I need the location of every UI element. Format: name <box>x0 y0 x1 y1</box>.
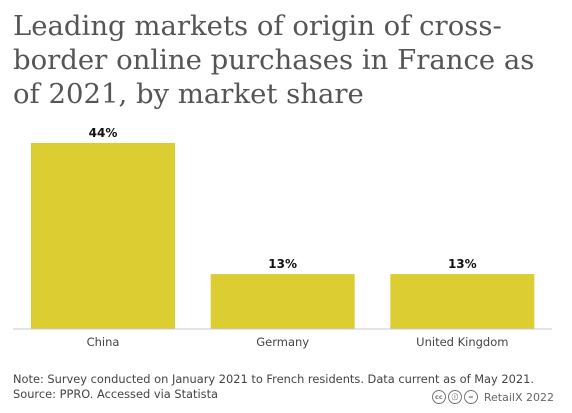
note-text: Note: Survey conducted on January 2021 t… <box>13 372 534 386</box>
value-label: 13% <box>448 257 477 271</box>
chart-title: Leading markets of origin of cross-borde… <box>13 10 535 110</box>
chart-notes: Note: Survey conducted on January 2021 t… <box>13 372 553 402</box>
bar-china <box>31 143 175 329</box>
bars-group <box>31 143 535 329</box>
credit-text: RetailX 2022 <box>483 390 554 404</box>
category-label: United Kingdom <box>416 335 508 349</box>
category-label: China <box>87 335 120 349</box>
bar-germany <box>210 274 355 329</box>
source-text: Source: PPRO. Accessed via Statista <box>13 387 219 401</box>
category-label: Germany <box>256 335 309 349</box>
credit: cc ⓘ = RetailX 2022 <box>431 390 554 404</box>
noderivatives-icon: = <box>463 390 478 404</box>
bar-united-kingdom <box>390 274 535 329</box>
category-labels-group: China Germany United Kingdom <box>87 335 509 349</box>
value-label: 13% <box>268 257 297 271</box>
attribution-icon: ⓘ <box>447 390 462 404</box>
value-labels-group: 44% 13% 13% <box>89 126 477 271</box>
value-label: 44% <box>89 126 118 140</box>
creative-commons-icon: cc <box>431 390 446 404</box>
